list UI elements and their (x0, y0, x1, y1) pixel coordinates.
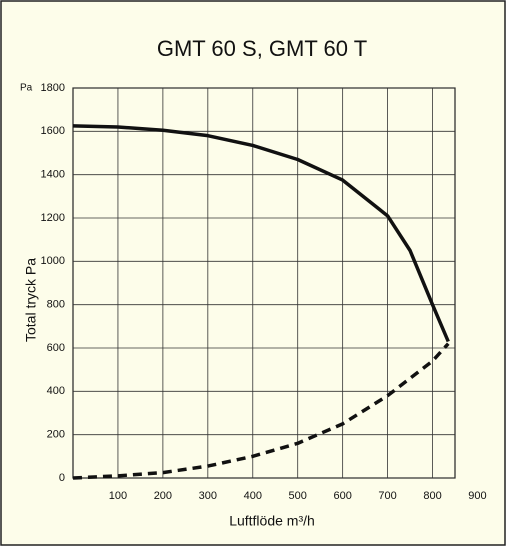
x-tick-label: 700 (378, 490, 396, 502)
x-tick-label: 800 (423, 490, 441, 502)
y-tick-label: 600 (47, 342, 65, 354)
y-tick-label: 200 (47, 429, 65, 441)
chart-title: GMT 60 S, GMT 60 T (157, 36, 367, 61)
y-tick-label: 1800 (41, 82, 65, 94)
x-tick-label: 500 (289, 490, 307, 502)
x-tick-label: 200 (154, 490, 172, 502)
y-tick-label: 400 (47, 385, 65, 397)
y-unit: Pa (20, 83, 33, 94)
x-tick-label: 400 (244, 490, 262, 502)
x-tick-label: 600 (333, 490, 351, 502)
curve (72, 124, 450, 343)
y-tick-label: 1000 (41, 255, 65, 267)
y-tick-label: 800 (47, 299, 65, 311)
x-tick-label: 300 (199, 490, 217, 502)
x-tick-label: 100 (109, 490, 127, 502)
y-tick-label: 1400 (41, 169, 65, 181)
y-tick-label: 0 (59, 472, 65, 484)
y-tick-label: 1600 (41, 125, 65, 137)
x-tick-label: 900 (468, 490, 486, 502)
curve (72, 342, 450, 480)
y-tick-label: 1200 (41, 212, 65, 224)
y-axis-label: Total tryck Pa (23, 258, 39, 342)
x-axis-label: Luftflöde m³/h (229, 513, 315, 529)
